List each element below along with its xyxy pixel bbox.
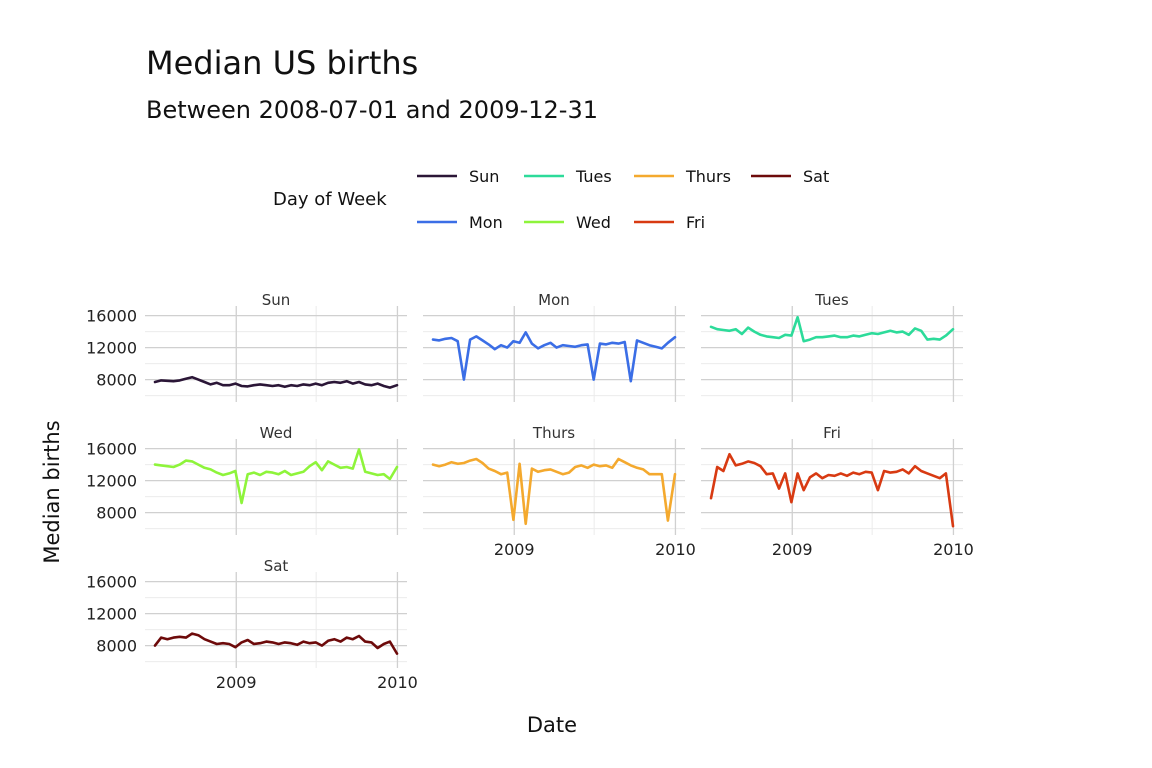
panel-strip-thurs: Thurs	[532, 424, 575, 442]
series-line-thurs	[431, 457, 677, 526]
legend-label-wed: Wed	[576, 213, 611, 232]
panel-sat: Sat 8000 12000 16000 2009 2010	[86, 557, 418, 692]
y-tick-label: 12000	[86, 472, 137, 491]
y-tick-label: 12000	[86, 339, 137, 358]
legend: Sun Mon Tues Wed Thurs Fri Sat	[417, 167, 829, 232]
x-tick-label: 2009	[494, 540, 535, 559]
facet-panels: Sun 8000 12000 16000 Mon Tues Wed 8000 12000 1600…	[86, 291, 974, 692]
x-tick-label: 2010	[655, 540, 696, 559]
panel-strip-wed: Wed	[260, 424, 293, 442]
legend-label-mon: Mon	[469, 213, 503, 232]
x-tick-label: 2009	[216, 673, 257, 692]
legend-label-sun: Sun	[469, 167, 499, 186]
panel-strip-sat: Sat	[264, 557, 289, 575]
x-tick-label: 2010	[377, 673, 418, 692]
y-tick-label: 8000	[96, 504, 137, 523]
panel-strip-tues: Tues	[814, 291, 849, 309]
panel-wed: Wed 8000 12000 16000	[86, 424, 407, 535]
series-line-fri	[709, 452, 955, 528]
legend-label-tues: Tues	[575, 167, 612, 186]
series-line-sat	[153, 632, 399, 655]
y-tick-label: 8000	[96, 371, 137, 390]
legend-label-thurs: Thurs	[685, 167, 731, 186]
y-tick-label: 8000	[96, 637, 137, 656]
panel-fri: Fri 2009 2010	[701, 424, 974, 559]
x-tick-label: 2010	[933, 540, 974, 559]
chart-title: Median US births	[146, 44, 418, 82]
panel-strip-sun: Sun	[262, 291, 291, 309]
legend-label-sat: Sat	[803, 167, 829, 186]
series-line-sun	[153, 375, 399, 389]
x-tick-label: 2009	[772, 540, 813, 559]
chart-subtitle: Between 2008-07-01 and 2009-12-31	[146, 96, 598, 124]
legend-title: Day of Week	[273, 189, 387, 210]
y-tick-label: 16000	[86, 573, 137, 592]
x-axis-title: Date	[527, 713, 577, 737]
panel-strip-mon: Mon	[538, 291, 570, 309]
panel-thurs: Thurs 2009 2010	[423, 424, 696, 559]
y-tick-label: 16000	[86, 307, 137, 326]
y-axis-title: Median births	[40, 420, 64, 563]
y-tick-label: 12000	[86, 605, 137, 624]
y-tick-label: 16000	[86, 440, 137, 459]
series-line-tues	[709, 315, 955, 343]
legend-label-fri: Fri	[686, 213, 705, 232]
panel-strip-fri: Fri	[823, 424, 841, 442]
series-line-mon	[431, 331, 677, 383]
panel-sun: Sun 8000 12000 16000	[86, 291, 407, 402]
series-line-wed	[153, 448, 399, 505]
panel-mon: Mon	[423, 291, 685, 402]
panel-tues: Tues	[701, 291, 963, 402]
